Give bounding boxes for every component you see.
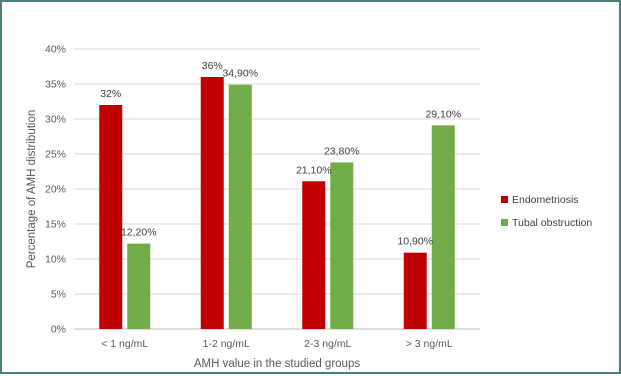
x-axis-title: AMH value in the studied groups	[194, 358, 360, 370]
data-label: 10,90%	[397, 236, 433, 248]
data-label: 36%	[202, 60, 223, 72]
data-label: 32%	[100, 88, 121, 100]
y-axis-ticks: 0% 5% 10% 15% 20% 25% 30% 35% 40%	[45, 44, 66, 336]
y-tick-label: 5%	[51, 289, 66, 301]
y-axis-title: Percentage of AMH distribution	[26, 110, 38, 269]
bar-tubal-obstruction	[431, 125, 455, 329]
x-tick-label: 2-3 ng/mL	[304, 338, 351, 350]
y-tick-label: 25%	[45, 149, 66, 161]
y-tick-label: 20%	[45, 184, 66, 196]
data-labels: 32% 12,20% 36%34,90% 21,10% 23,80% 10,90% 29,1…	[100, 60, 461, 248]
y-tick-label: 30%	[45, 114, 66, 126]
bar-endometriosis	[99, 105, 123, 329]
y-tick-label: 0%	[51, 324, 66, 336]
data-label: 21,10%	[296, 164, 332, 176]
y-tick-label: 10%	[45, 254, 66, 266]
data-label: 12,20%	[121, 227, 157, 239]
y-tick-label: 40%	[45, 44, 66, 56]
data-label: 23,80%	[324, 145, 360, 157]
x-tick-label: < 1 ng/mL	[101, 338, 148, 350]
legend-label: Endometriosis	[512, 194, 579, 206]
x-axis-ticks: < 1 ng/mL 1-2 ng/mL 2-3 ng/mL > 3 ng/mL	[101, 338, 453, 350]
x-tick-label: > 3 ng/mL	[406, 338, 453, 350]
legend-swatch	[501, 196, 508, 203]
bar-endometriosis	[302, 181, 326, 329]
x-tick-label: 1-2 ng/mL	[203, 338, 250, 350]
legend-label: Tubal obstruction	[512, 217, 592, 229]
y-tick-label: 15%	[45, 219, 66, 231]
data-label: 29,10%	[425, 108, 461, 120]
legend: Endometriosis Tubal obstruction	[501, 194, 592, 229]
bar-tubal-obstruction	[127, 243, 151, 329]
bar-endometriosis	[403, 252, 427, 329]
data-label: 34,90%	[222, 68, 258, 80]
bar-tubal-obstruction	[330, 162, 354, 329]
bars	[99, 77, 455, 329]
y-tick-label: 35%	[45, 79, 66, 91]
bar-endometriosis	[200, 77, 224, 329]
legend-swatch	[501, 219, 508, 226]
bar-tubal-obstruction	[228, 84, 252, 329]
